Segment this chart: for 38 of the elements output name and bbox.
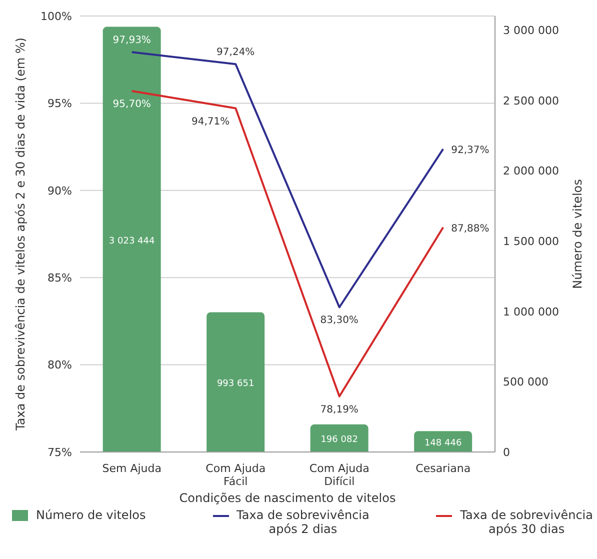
y-tick-label: 90% [48,184,72,198]
data-label: 3 023 444 [108,236,155,246]
y2-tick-label: 3 000 000 [503,24,559,37]
y-tick-label: 75% [48,446,72,459]
y2-tick-label: 2 000 000 [503,164,559,178]
y-tick-label: 100% [40,10,72,23]
y-tick-label: 80% [48,358,72,372]
legend-label: Taxa de sobrevivência após 2 dias [236,508,370,536]
y2-tick-label: 1 000 000 [503,305,559,318]
x-tick-label: Com Ajuda Difícil [309,462,370,488]
data-label: 148 446 [424,438,462,449]
x-axis-title: Condições de nascimento de vitelos [179,491,396,505]
y2-tick-label: 1 500 000 [503,234,559,248]
legend-label: Taxa de sobrevivência após 30 dias [460,508,593,536]
data-label: 94,71% [191,116,230,128]
data-label: 87,88% [451,223,490,234]
y2-tick-label: 500 000 [503,376,548,389]
y-axis-title: Taxa de sobrevivência de vitelos após 2 e 30 dias de vida (em %) [13,38,28,432]
y2-tick-label: 2 500 000 [503,94,559,108]
bar [206,312,265,452]
bar [310,424,368,452]
x-tick-label: Com Ajuda Fácil [206,462,266,488]
data-label: 97,24% [216,47,255,58]
data-label: 95,70% [112,98,151,110]
legend-label: Número de vitelos [36,508,146,522]
data-label: 993 651 [216,379,254,390]
data-label: 83,30% [320,315,358,326]
x-tick-label: Cesariana [416,462,471,475]
bar [102,26,161,452]
y2-axis-title: Número de vitelos [570,179,584,289]
data-label: 78,19% [320,404,358,416]
data-label: 92,37% [451,145,490,156]
y2-tick-label: 0 [503,446,510,459]
data-label: 196 082 [320,435,358,446]
y-tick-label: 85% [48,272,72,285]
data-label: 97,93% [112,35,151,46]
x-tick-label: Sem Ajuda [102,462,162,475]
y-tick-label: 95% [48,97,72,110]
